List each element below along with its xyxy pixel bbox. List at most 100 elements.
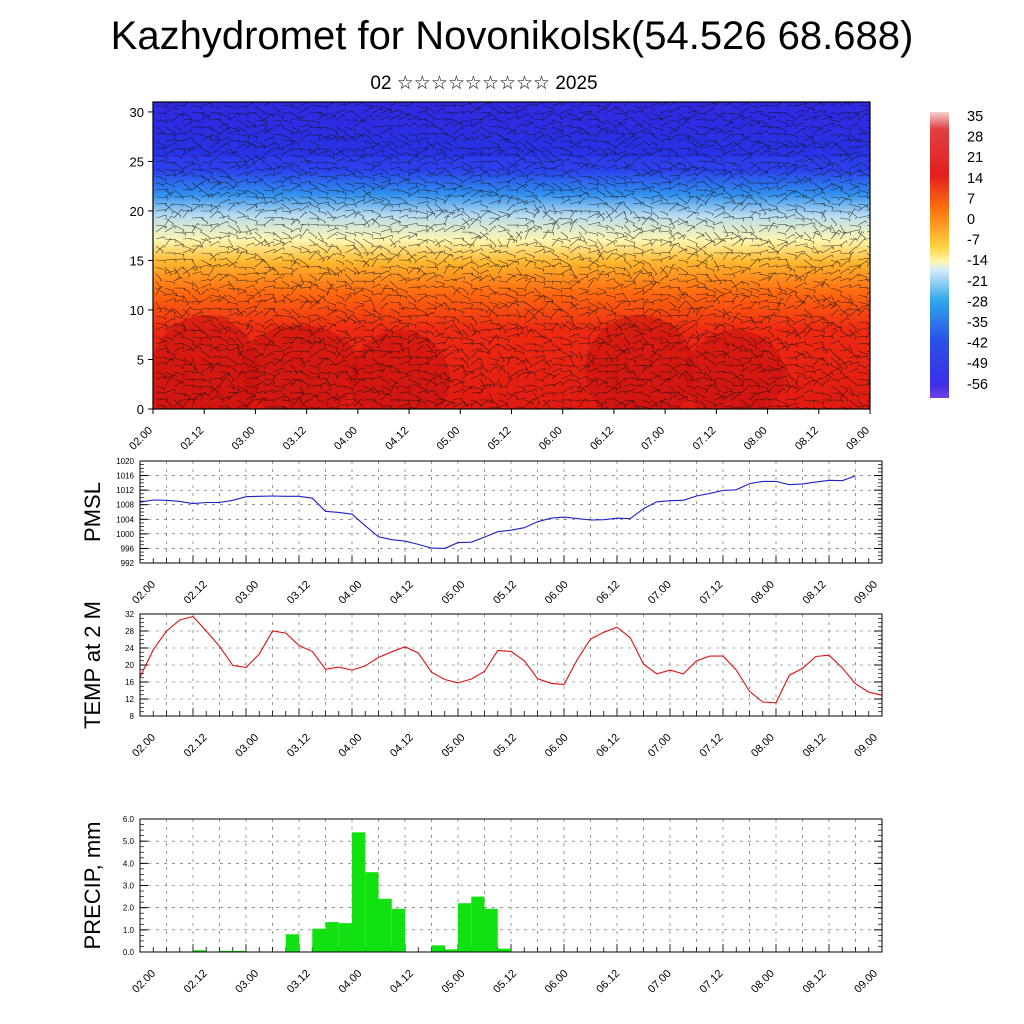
precip-bar xyxy=(325,922,339,952)
wind-barb xyxy=(227,217,238,225)
wind-barb xyxy=(722,119,733,124)
wind-barb xyxy=(848,322,857,331)
wind-barb xyxy=(587,238,598,246)
wind-barb xyxy=(425,350,436,355)
wind-barb xyxy=(758,305,770,310)
wind-barb xyxy=(236,336,244,349)
precip-bar xyxy=(365,872,379,952)
wind-barb xyxy=(191,322,201,331)
wind-barb xyxy=(425,377,435,387)
wind-barb xyxy=(227,147,236,156)
wind-barb xyxy=(299,336,311,344)
wind-barb xyxy=(830,322,843,332)
wind-barb xyxy=(659,285,671,289)
wind-barb xyxy=(497,304,508,310)
wind-barb xyxy=(650,281,659,289)
wind-barb xyxy=(749,294,759,299)
wind-barb xyxy=(272,329,284,338)
wind-barb xyxy=(686,251,698,261)
wind-barb xyxy=(542,210,553,222)
wind-barb xyxy=(497,245,508,249)
wind-barb xyxy=(839,260,850,268)
wind-barb xyxy=(245,143,255,149)
wind-barb xyxy=(317,336,327,348)
wind-barb xyxy=(515,224,529,229)
wind-barb xyxy=(209,363,220,373)
wind-barb xyxy=(686,245,698,253)
wind-barb xyxy=(497,287,511,292)
wind-barb xyxy=(182,306,193,317)
wind-barb xyxy=(362,189,372,199)
wind-barb xyxy=(407,252,418,264)
wind-barb xyxy=(839,156,852,163)
wind-barb xyxy=(785,290,797,296)
wind-barb xyxy=(704,406,710,409)
wind-barb xyxy=(335,266,343,274)
wind-barb xyxy=(326,396,337,401)
wind-barb xyxy=(209,105,219,110)
wind-barb xyxy=(623,175,632,181)
wind-barb xyxy=(659,391,671,395)
wind-barb xyxy=(506,140,516,147)
wind-barb xyxy=(839,348,850,352)
wind-barb xyxy=(416,123,428,128)
wind-barb xyxy=(560,189,574,194)
wind-barb xyxy=(452,348,463,352)
wind-barb xyxy=(434,211,445,219)
wind-barb xyxy=(209,138,219,142)
wind-barb xyxy=(443,154,455,163)
wind-barb xyxy=(497,185,510,191)
wind-barb xyxy=(785,124,795,128)
wind-barb xyxy=(515,276,527,282)
wind-barb xyxy=(245,364,258,372)
wind-barb xyxy=(794,341,807,345)
wind-barb xyxy=(254,322,264,329)
x-tick-label: 05.00 xyxy=(440,579,468,607)
wind-barb xyxy=(668,126,681,135)
wind-barb xyxy=(398,374,411,380)
wind-barb xyxy=(443,211,456,219)
wind-barb xyxy=(362,294,371,301)
wind-barb xyxy=(227,126,238,132)
wind-barb xyxy=(749,300,758,310)
wind-barb xyxy=(452,133,465,142)
wind-barb xyxy=(803,116,817,121)
wind-barb xyxy=(443,336,454,341)
wind-barb xyxy=(245,280,258,285)
wind-barb xyxy=(560,343,573,348)
wind-barb xyxy=(227,364,237,374)
wind-barb xyxy=(641,378,652,387)
wind-barb xyxy=(209,191,220,198)
wind-barb xyxy=(182,267,195,275)
wind-barb xyxy=(263,248,277,254)
wind-barb xyxy=(542,133,553,141)
wind-barb xyxy=(659,398,667,408)
wind-barb xyxy=(794,122,804,128)
wind-barb xyxy=(326,114,337,121)
colorbar-scale xyxy=(930,112,949,398)
wind-barb xyxy=(461,261,473,268)
wind-barb xyxy=(533,182,545,189)
wind-barb xyxy=(290,324,303,331)
wind-barb xyxy=(299,228,310,240)
wind-barb xyxy=(686,284,699,289)
wind-barb xyxy=(587,124,601,129)
x-tick-label: 04.00 xyxy=(336,968,364,996)
wind-barb xyxy=(353,350,366,356)
wind-barb xyxy=(506,300,518,310)
wind-barb xyxy=(812,329,825,335)
wind-barb xyxy=(641,182,652,192)
wind-barb xyxy=(803,189,815,194)
wind-barb xyxy=(524,219,535,226)
wind-barb xyxy=(290,227,300,233)
wind-barb xyxy=(335,196,347,202)
wind-barb xyxy=(308,119,320,126)
wind-barb xyxy=(506,126,516,135)
wind-barb xyxy=(416,132,427,136)
wind-barb xyxy=(704,313,716,317)
wind-barb xyxy=(713,212,725,219)
wind-barb xyxy=(605,386,618,394)
wind-barb xyxy=(425,272,436,275)
wind-barb xyxy=(650,102,663,107)
wind-barb xyxy=(650,400,663,408)
